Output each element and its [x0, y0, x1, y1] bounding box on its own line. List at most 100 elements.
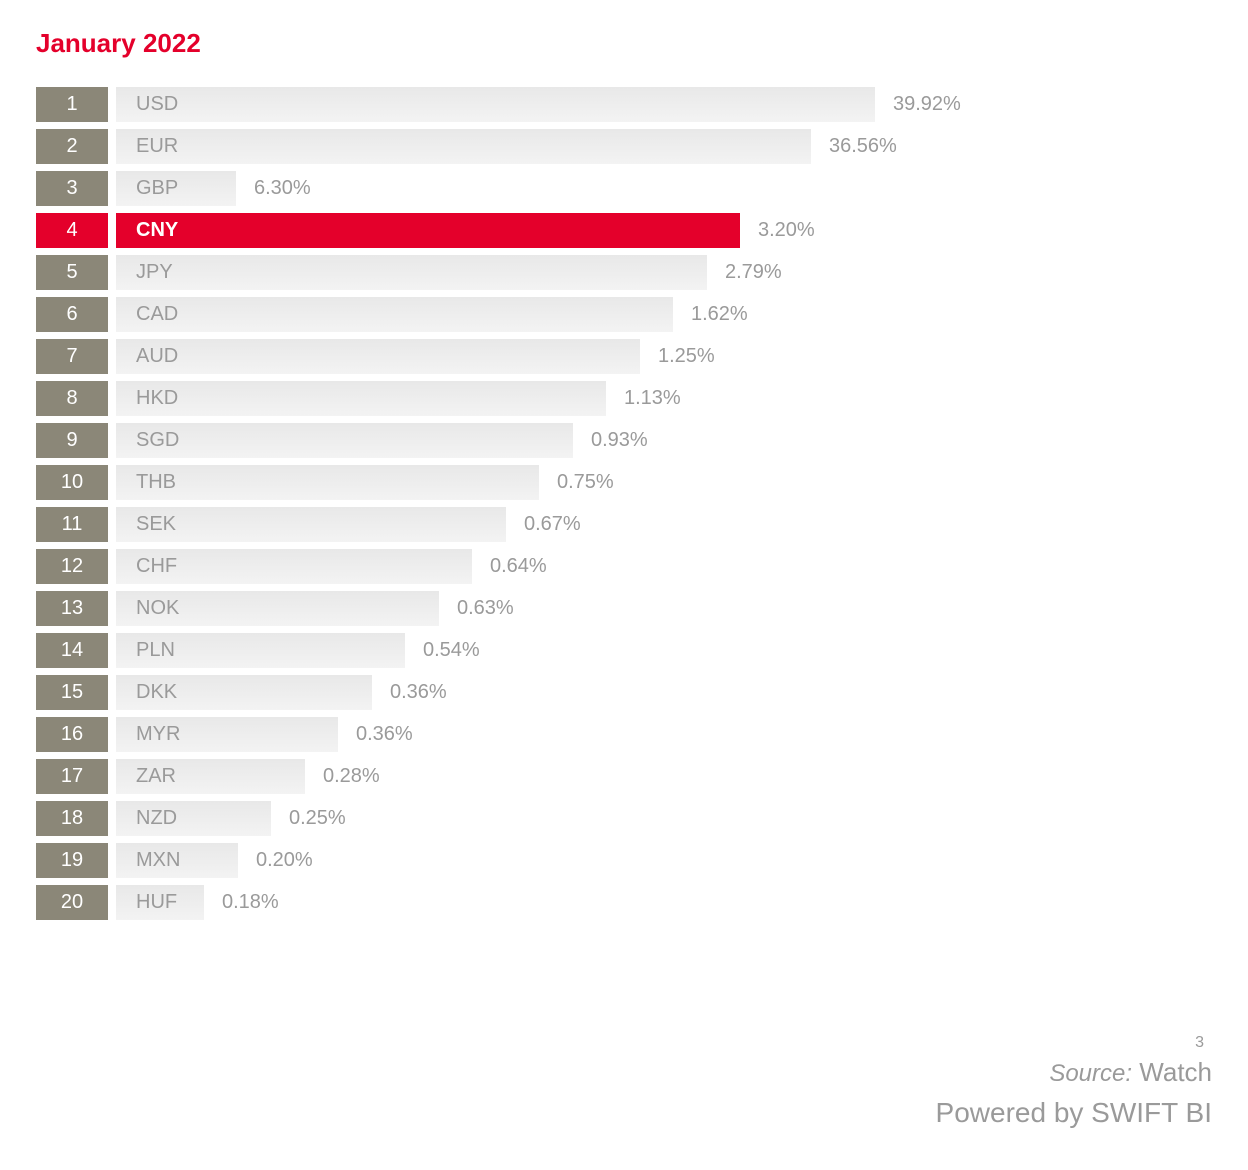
currency-label: HKD: [136, 387, 178, 410]
bar-row: 3 GBP 6.30%: [36, 171, 1212, 206]
rank-box: 15: [36, 675, 108, 710]
bar: CAD: [116, 297, 673, 332]
bar: GBP: [116, 171, 236, 206]
value-label: 1.25%: [658, 345, 715, 368]
source-value: Watch: [1139, 1057, 1212, 1087]
bar: NOK: [116, 591, 439, 626]
bar-row: 14 PLN 0.54%: [36, 633, 1212, 668]
bar: MYR: [116, 717, 338, 752]
rank-box: 10: [36, 465, 108, 500]
chart-footer: Source: Watch Powered by SWIFT BI: [936, 1053, 1212, 1134]
bar-row: 5 JPY 2.79%: [36, 255, 1212, 290]
value-label: 0.64%: [490, 555, 547, 578]
bar: HKD: [116, 381, 606, 416]
bar: NZD: [116, 801, 271, 836]
currency-label: CAD: [136, 303, 178, 326]
bar-row: 13 NOK 0.63%: [36, 591, 1212, 626]
bar: CHF: [116, 549, 472, 584]
rank-box: 13: [36, 591, 108, 626]
currency-label: EUR: [136, 135, 178, 158]
rank-box: 5: [36, 255, 108, 290]
currency-label: THB: [136, 471, 176, 494]
currency-label: NOK: [136, 597, 179, 620]
bar-row: 20 HUF 0.18%: [36, 885, 1212, 920]
rank-box: 17: [36, 759, 108, 794]
page-number: 3: [1195, 1034, 1204, 1052]
currency-label: HUF: [136, 891, 177, 914]
bar: MXN: [116, 843, 238, 878]
currency-label: AUD: [136, 345, 178, 368]
bar-row: 7 AUD 1.25%: [36, 339, 1212, 374]
currency-label: ZAR: [136, 765, 176, 788]
bar-row: 19MXN 0.20%: [36, 843, 1212, 878]
rank-box: 8: [36, 381, 108, 416]
value-label: 0.93%: [591, 429, 648, 452]
currency-label: MYR: [136, 723, 180, 746]
bar-row: 16 MYR 0.36%: [36, 717, 1212, 752]
bar-row: 12 CHF 0.64%: [36, 549, 1212, 584]
currency-label: SGD: [136, 429, 179, 452]
currency-label: GBP: [136, 177, 178, 200]
bar-row: 6CAD1.62%: [36, 297, 1212, 332]
bar-row: 1USD 39.92%: [36, 87, 1212, 122]
value-label: 36.56%: [829, 135, 897, 158]
bar-row: 10 THB 0.75%: [36, 465, 1212, 500]
chart-title: January 2022: [36, 28, 1212, 59]
value-label: 1.62%: [691, 303, 748, 326]
rank-box: 2: [36, 129, 108, 164]
bar: PLN: [116, 633, 405, 668]
value-label: 0.63%: [457, 597, 514, 620]
value-label: 0.25%: [289, 807, 346, 830]
value-label: 1.13%: [624, 387, 681, 410]
bar: ZAR: [116, 759, 305, 794]
source-label: Source:: [1049, 1060, 1132, 1087]
bar: USD: [116, 87, 875, 122]
rank-box: 18: [36, 801, 108, 836]
bar-row: 8 HKD 1.13%: [36, 381, 1212, 416]
rank-box: 7: [36, 339, 108, 374]
bar: SEK: [116, 507, 506, 542]
value-label: 0.67%: [524, 513, 581, 536]
rank-box: 9: [36, 423, 108, 458]
value-label: 0.28%: [323, 765, 380, 788]
rank-box: 14: [36, 633, 108, 668]
bar-chart: 1USD 39.92% 2 EUR 36.56% 3 GBP 6.30% 4 CNY 3.20% 5 J…: [36, 87, 1212, 920]
currency-label: CHF: [136, 555, 177, 578]
value-label: 0.20%: [256, 849, 313, 872]
value-label: 0.54%: [423, 639, 480, 662]
bar: DKK: [116, 675, 372, 710]
value-label: 0.75%: [557, 471, 614, 494]
rank-box: 20: [36, 885, 108, 920]
value-label: 0.18%: [222, 891, 279, 914]
rank-box: 4: [36, 213, 108, 248]
rank-box: 1: [36, 87, 108, 122]
value-label: 2.79%: [725, 261, 782, 284]
rank-box: 3: [36, 171, 108, 206]
value-label: 39.92%: [893, 93, 961, 116]
currency-label: SEK: [136, 513, 176, 536]
bar: EUR: [116, 129, 811, 164]
value-label: 0.36%: [356, 723, 413, 746]
bar: SGD: [116, 423, 573, 458]
bar-row: 4 CNY 3.20%: [36, 213, 1212, 248]
bar-row: 9 SGD 0.93%: [36, 423, 1212, 458]
bar-row: 15 DKK 0.36%: [36, 675, 1212, 710]
rank-box: 16: [36, 717, 108, 752]
currency-label: DKK: [136, 681, 177, 704]
currency-label: JPY: [136, 261, 173, 284]
value-label: 0.36%: [390, 681, 447, 704]
currency-label: PLN: [136, 639, 175, 662]
rank-box: 12: [36, 549, 108, 584]
bar: HUF: [116, 885, 204, 920]
bar: JPY: [116, 255, 707, 290]
rank-box: 11: [36, 507, 108, 542]
bar-row: 11 SEK 0.67%: [36, 507, 1212, 542]
bar: AUD: [116, 339, 640, 374]
rank-box: 19: [36, 843, 108, 878]
bar-row: 18NZD 0.25%: [36, 801, 1212, 836]
value-label: 6.30%: [254, 177, 311, 200]
powered-by: Powered by SWIFT BI: [936, 1092, 1212, 1134]
value-label: 3.20%: [758, 219, 815, 242]
bar-row: 17 ZAR 0.28%: [36, 759, 1212, 794]
currency-label: CNY: [136, 219, 178, 242]
